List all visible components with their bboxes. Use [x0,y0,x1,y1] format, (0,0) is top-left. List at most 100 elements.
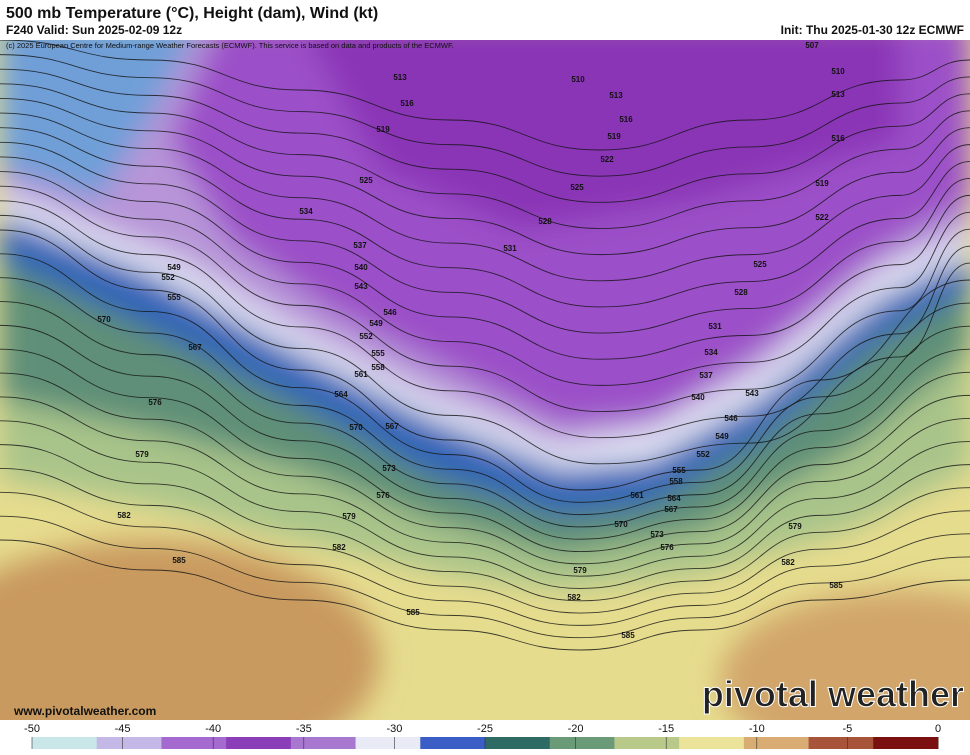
contour-label: 519 [815,179,829,188]
contour-label: 582 [117,511,131,520]
contour-line [0,420,970,589]
warm-area [720,590,970,720]
contour-label: 570 [614,520,628,529]
contour-line [0,171,970,386]
contour-line [0,253,970,503]
colorbar-segment [96,737,162,749]
contour-label: 546 [383,308,397,317]
contour-line [0,515,970,639]
contour-line [0,444,970,602]
contour-label: 564 [667,494,681,503]
contour-label: 546 [724,414,738,423]
colorbar-label: -50 [24,723,40,735]
contour-line [0,396,970,577]
contour-label: 561 [630,491,644,500]
contour-label: 585 [829,581,843,590]
contour-label: 534 [299,207,313,216]
colorbar-label: -40 [205,723,221,735]
contour-label: 585 [406,608,420,617]
contour-label: 531 [503,244,517,253]
height-contours [0,40,970,651]
contour-label: 522 [815,213,829,222]
colorbar-label: -10 [749,723,765,735]
contour-line [0,112,970,282]
arctic-core [310,40,900,230]
contour-line [0,141,970,334]
colorbar: -50 -45 -40 -35 -30 -25 -20 -15 -10 -5 0 [24,723,941,749]
title: 500 mb Temperature (°C), Height (dam), W… [6,5,378,22]
contour-label: 552 [696,450,710,459]
copyright: (c) 2025 European Centre for Medium-rang… [6,41,454,50]
colorbar-segment [549,737,615,749]
contour-label: 579 [342,512,356,521]
contour-label: 576 [376,491,390,500]
contour-label: 552 [161,273,175,282]
colorbar-segment [873,737,939,749]
contour-label: 528 [734,288,748,297]
contour-label: 525 [359,176,373,185]
contour-line [0,468,970,614]
contour-line [0,185,970,412]
contour-label: 513 [393,73,407,82]
contour-label: 582 [567,593,581,602]
contour-label: 555 [672,466,686,475]
contour-label: 573 [382,464,396,473]
contour-line [0,54,970,177]
contour-label: 558 [669,477,683,486]
contour-label: 507 [805,41,819,50]
contour-label: 567 [385,422,399,431]
contour-label: 549 [715,432,729,441]
contour-label: 570 [349,423,363,432]
colorbar-segment [485,737,551,749]
colorbar-label: -5 [843,723,853,735]
contour-label: 582 [781,558,795,567]
contour-label: 525 [570,183,584,192]
contour-label: 555 [167,293,181,302]
colorbar-segment [355,737,421,749]
contour-line [0,229,970,491]
contour-label: 549 [369,319,383,328]
colorbar-label: -30 [386,723,402,735]
contour-label: 516 [831,134,845,143]
colorbar-segment [420,737,486,749]
contour-label: 555 [371,349,385,358]
colorbar-segment [226,737,292,749]
colorbar-segment [290,737,357,749]
contour-label: 567 [188,343,202,352]
colorbar-segment [161,737,227,749]
website: www.pivotalweather.com [13,704,156,718]
contour-line [0,98,970,256]
contour-line [0,491,970,626]
colorbar-label: -25 [477,723,493,735]
colorbar-segment [614,737,680,749]
colorbar-segment [679,737,745,749]
contour-label: 534 [704,348,718,357]
valid-time: F240 Valid: Sun 2025-02-09 12z [6,23,182,37]
contour-label: 552 [359,332,373,341]
contour-label: 579 [573,566,587,575]
colorbar-label: -35 [296,723,312,735]
contour-label: 537 [699,371,713,380]
contour-line [0,539,970,651]
contour-line [0,156,970,360]
contour-line [0,348,970,552]
contour-label: 567 [664,505,678,514]
colorbar-segment [743,737,810,749]
contour-label: 513 [831,90,845,99]
contour-label: 585 [172,556,186,565]
contour-label: 540 [691,393,705,402]
contour-line [0,277,970,516]
contour-label: 516 [400,99,414,108]
contour-label: 513 [609,91,623,100]
temperature-field [0,40,970,720]
contour-label: 531 [708,322,722,331]
contour-line [0,127,970,308]
contour-label: 510 [571,75,585,84]
contour-label: 519 [607,132,621,141]
contour-label: 582 [332,543,346,552]
contour-label: 564 [334,390,348,399]
contour-label: 516 [619,115,633,124]
contour-label: 576 [148,398,162,407]
contour-line [0,372,970,565]
